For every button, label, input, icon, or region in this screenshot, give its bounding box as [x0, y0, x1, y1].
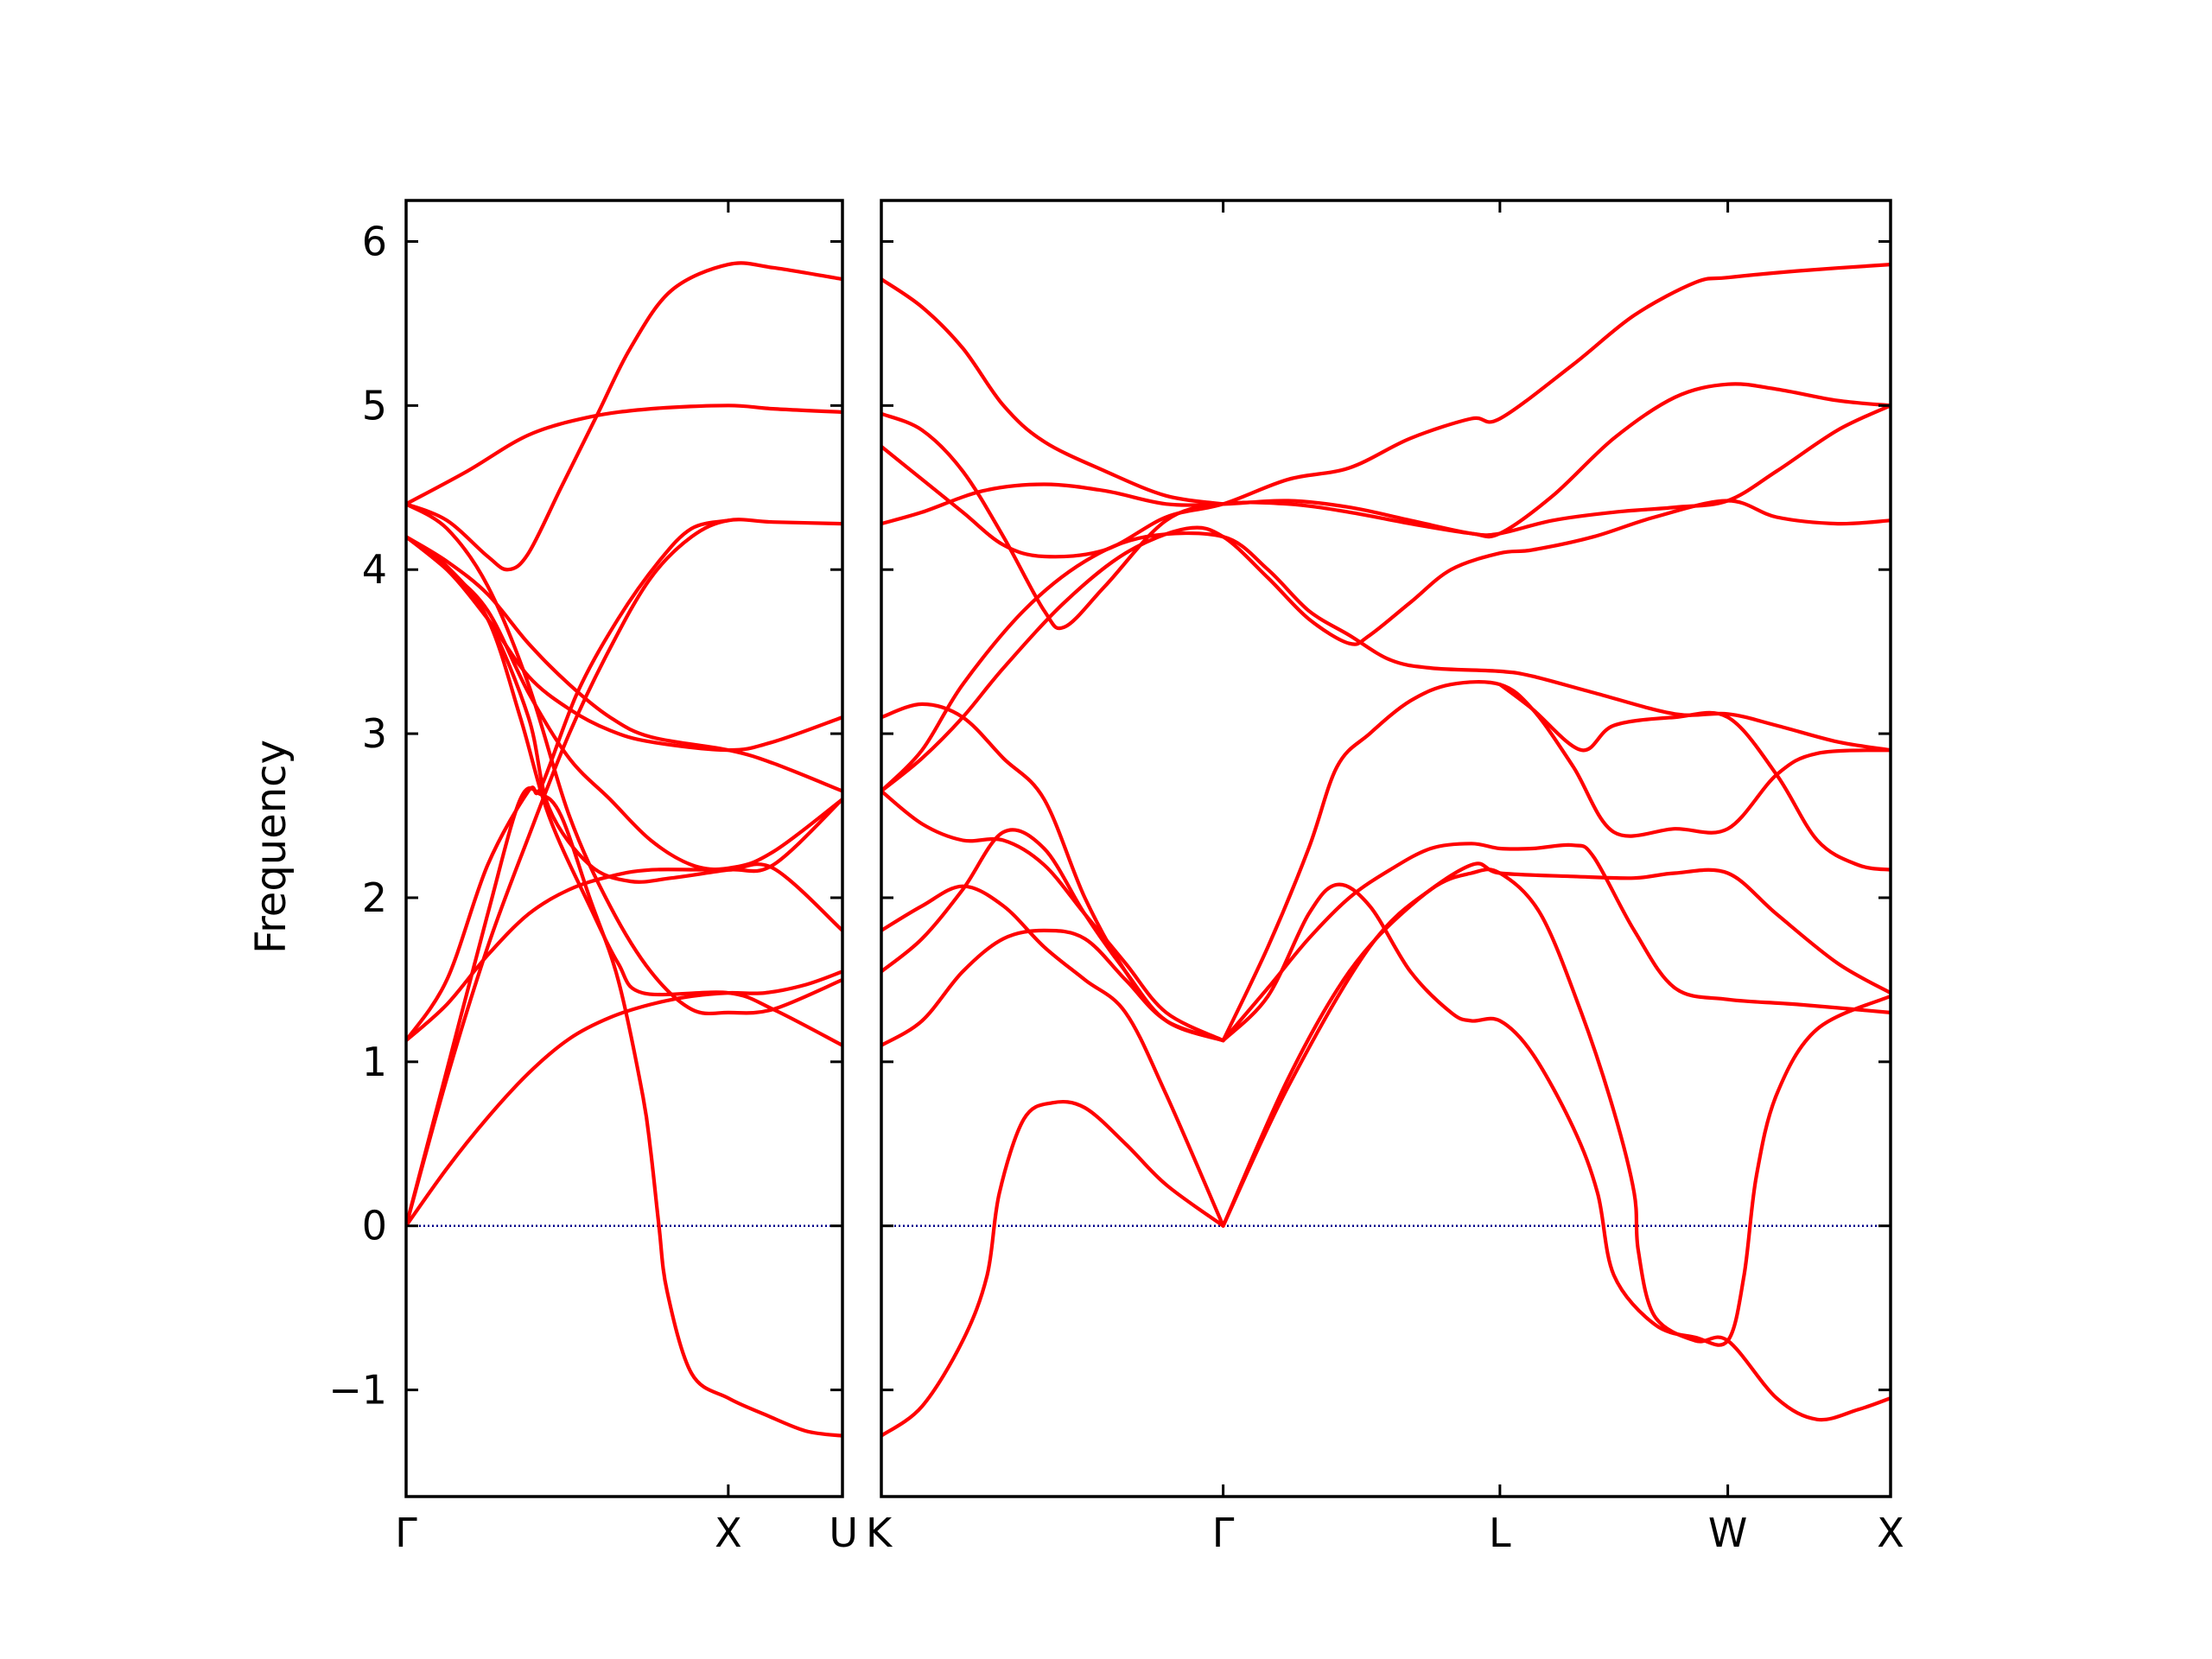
y-tick-label: 4 [362, 546, 387, 593]
y-tick-label: −1 [328, 1367, 387, 1414]
band-line [406, 786, 842, 1438]
y-tick-label: 0 [362, 1203, 387, 1249]
x-tick-label: X [715, 1510, 742, 1556]
band-line [1221, 842, 1891, 1043]
panel-frame [404, 199, 844, 1498]
bands [406, 261, 842, 1438]
band-line [1221, 680, 1891, 1043]
plot-panels: −1 0 1 2 3 4 5 6 Γ X U K Γ L W X [328, 199, 1904, 1556]
band-line [1221, 861, 1891, 1228]
x-tick-label: W [1708, 1510, 1747, 1556]
band-line [881, 263, 1891, 559]
band-line [406, 502, 842, 1016]
band-line [406, 535, 842, 884]
y-tick-label: 3 [362, 710, 387, 757]
x-tick-label: Γ [395, 1510, 417, 1556]
band-line [406, 969, 842, 1228]
band-line [881, 404, 1891, 537]
band-line [1221, 882, 1891, 1347]
band-line [881, 884, 1225, 1228]
x-tick-label: U [829, 1510, 858, 1556]
band-line [881, 702, 1225, 1043]
band-line [881, 531, 1891, 793]
band-line [406, 535, 842, 753]
panel-1: −1 0 1 2 3 4 5 6 Γ X U [328, 199, 858, 1556]
band-line [406, 535, 842, 932]
band-line [406, 261, 842, 572]
band-line [881, 277, 1225, 506]
x-tick-label: X [1877, 1510, 1904, 1556]
band-line [881, 382, 1891, 631]
band-line [1221, 868, 1891, 1422]
y-tick-label: 5 [362, 382, 387, 429]
band-line [881, 789, 1225, 1043]
y-tick-label: 2 [362, 874, 387, 921]
y-tick-label: 1 [362, 1039, 387, 1085]
band-line [406, 518, 730, 1043]
panel-frame [880, 199, 1892, 1498]
x-tick-label: L [1489, 1510, 1511, 1556]
band-line [406, 535, 842, 793]
x-tick-label: Γ [1212, 1510, 1235, 1556]
band-line [406, 404, 842, 506]
y-axis-title: Frequency [247, 740, 296, 954]
y-tick-label: 6 [362, 218, 387, 264]
x-tick-label: K [866, 1510, 893, 1556]
band-line [881, 1099, 1225, 1438]
bands [881, 263, 1891, 1438]
